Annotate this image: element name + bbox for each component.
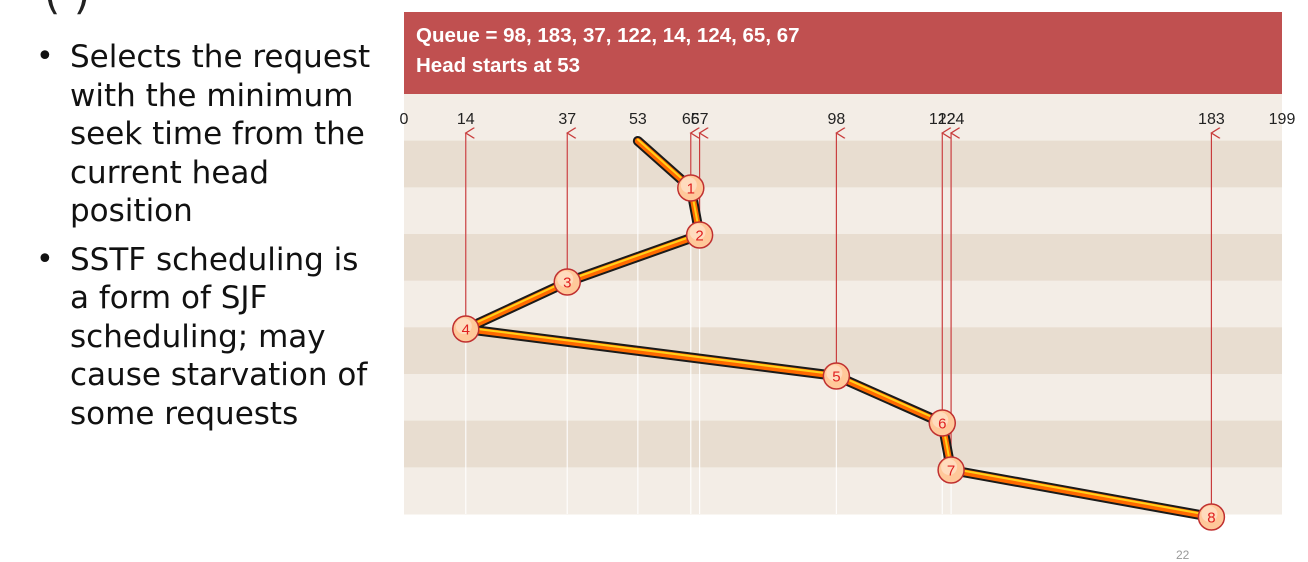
step-markers: 1 2 3 4 5 6 7 8 (452, 174, 1226, 531)
head-start-line: Head starts at 53 (416, 54, 581, 77)
background-band (404, 420, 1282, 468)
axis-tick-label: 124 (938, 111, 965, 128)
step-marker-4: 4 (452, 315, 480, 343)
step-marker-6: 6 (928, 409, 957, 437)
step-marker-label: 7 (947, 463, 955, 480)
queue-line: Queue = 98, 183, 37, 122, 14, 124, 65, 6… (416, 24, 800, 47)
step-marker-shine (455, 318, 472, 334)
step-marker-label: 5 (832, 369, 840, 386)
step-marker-label: 3 (563, 275, 571, 292)
step-marker-circle (553, 268, 581, 296)
axis-tick-label: 67 (691, 111, 709, 128)
step-marker-circle (1197, 503, 1226, 531)
step-marker-circle (685, 221, 714, 249)
axis-tick-label: 122 (929, 111, 956, 128)
step-marker-label: 1 (687, 181, 695, 198)
step-marker-circle (928, 409, 957, 437)
step-marker-shine (1201, 506, 1218, 522)
background-bands (404, 94, 1282, 515)
background-band (404, 280, 1282, 328)
axis-tick-label: 53 (629, 111, 647, 128)
axis-tick-label: 65 (682, 111, 700, 128)
step-marker-circle (452, 315, 480, 343)
step-marker-label: 8 (1207, 510, 1215, 527)
step-marker-shine (557, 271, 574, 287)
bullet-item-sstf-starvation: SSTF scheduling is a form of SJF schedul… (28, 241, 373, 434)
background-band (404, 187, 1282, 235)
step-marker-shine (826, 365, 843, 381)
slide-title-fragment: ( ) (44, 0, 90, 19)
step-marker-5: 5 (822, 362, 851, 390)
step-marker-label: 6 (938, 416, 946, 433)
page-number: 22 (1176, 548, 1190, 562)
step-marker-1: 1 (677, 174, 705, 202)
axis-tick-label: 183 (1198, 111, 1225, 128)
axis-tick-label: 98 (827, 111, 845, 128)
step-marker-7: 7 (937, 456, 965, 484)
step-marker-label: 4 (462, 322, 470, 339)
step-marker-circle (937, 456, 965, 484)
step-marker-circle (677, 174, 705, 202)
axis-tick-label: 199 (1269, 111, 1296, 128)
queue-banner: Queue = 98, 183, 37, 122, 14, 124, 65, 6… (404, 12, 1282, 94)
background-band (404, 234, 1282, 282)
axis-tick-label: 14 (457, 111, 475, 128)
step-marker-shine (689, 224, 706, 240)
axis-tick-label: 37 (558, 111, 576, 128)
bullet-list: Selects the request with the minimum see… (28, 38, 373, 443)
step-marker-label: 2 (695, 228, 703, 245)
step-marker-circle (822, 362, 851, 390)
axis-tick-label: 0 (400, 111, 409, 128)
background-band (404, 140, 1282, 188)
step-marker-shine (932, 412, 949, 428)
step-marker-2: 2 (685, 221, 714, 249)
step-marker-shine (680, 177, 697, 193)
step-marker-8: 8 (1197, 503, 1226, 531)
step-marker-shine (941, 459, 958, 475)
bullet-item-sstf-definition: Selects the request with the minimum see… (28, 38, 373, 231)
step-marker-3: 3 (553, 268, 581, 296)
